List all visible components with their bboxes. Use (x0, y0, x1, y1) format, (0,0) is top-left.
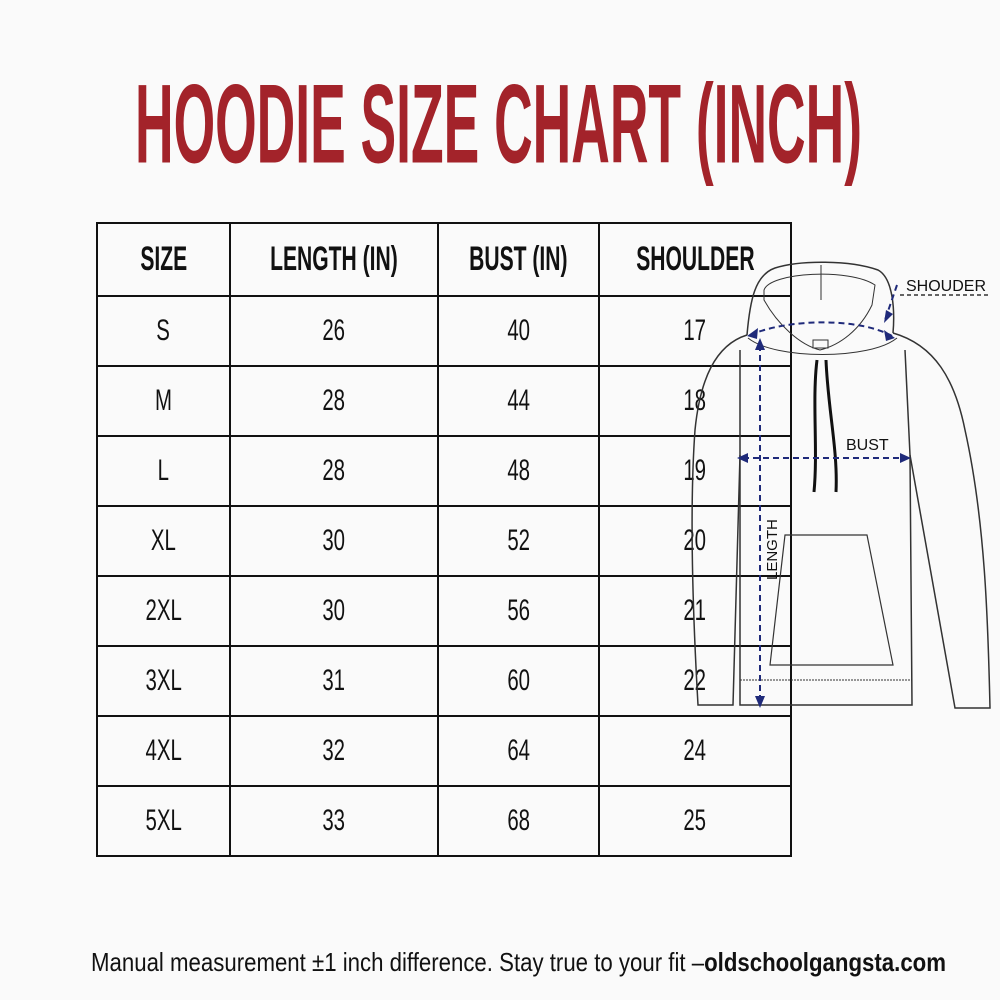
table-cell: 56 (436, 575, 600, 647)
column-header: SHOULDER (635, 240, 755, 278)
hoodie-diagram: SHOUDER BUST LENGTH (691, 261, 991, 709)
website-link[interactable]: oldschoolgangsta.com (704, 947, 946, 977)
cell-value: 24 (683, 734, 707, 767)
page-title: HOODIE SIZE CHART (INCH) (135, 61, 862, 187)
arrow-heads (737, 310, 911, 708)
table-cell: 28 (229, 435, 439, 507)
cell-value: 40 (506, 314, 530, 347)
cell-value: 56 (506, 594, 530, 627)
cell-value: 26 (322, 314, 346, 347)
cell-value: S (156, 314, 171, 347)
table-cell: SHOULDER (597, 222, 793, 297)
table-cell: 2XL (96, 575, 231, 647)
table-cell: 52 (436, 505, 600, 577)
cell-value: 52 (506, 524, 530, 557)
table-cell: BUST (IN) (436, 222, 600, 297)
cell-value: 20 (683, 524, 707, 557)
body-outline (739, 349, 913, 706)
table-cell: 30 (229, 575, 439, 647)
cell-value: 17 (683, 314, 707, 347)
bust-label: BUST (846, 437, 889, 454)
cell-value: 44 (506, 384, 530, 417)
cell-value: 22 (683, 664, 707, 697)
column-header: LENGTH (IN) (270, 240, 398, 278)
table-cell: L (96, 435, 231, 507)
table-cell: M (96, 365, 231, 437)
cell-value: 60 (506, 664, 530, 697)
table-cell: 24 (597, 715, 793, 787)
cell-value: 32 (322, 734, 346, 767)
left-sleeve (691, 334, 748, 706)
length-label: LENGTH (764, 519, 781, 580)
table-cell: 60 (436, 645, 600, 717)
hood-inner (763, 273, 876, 351)
cell-value: 68 (506, 804, 530, 837)
cell-value: 30 (322, 594, 346, 627)
cell-value: XL (151, 524, 176, 557)
table-cell: 4XL (96, 715, 231, 787)
table-row: 5XL 33 68 25 (96, 785, 793, 857)
cell-value: 5XL (145, 804, 182, 837)
table-cell: 64 (436, 715, 600, 787)
table-row: S 26 40 17 (96, 295, 793, 367)
cell-value: 28 (322, 384, 346, 417)
table-cell: 44 (436, 365, 600, 437)
table-cell: 48 (436, 435, 600, 507)
pocket (769, 534, 894, 666)
column-header: SIZE (140, 240, 187, 278)
table-cell: 28 (229, 365, 439, 437)
shoulder-label: SHOUDER (906, 278, 986, 295)
cell-value: 4XL (145, 734, 182, 767)
table-cell: 26 (229, 295, 439, 367)
cell-value: 19 (683, 454, 707, 487)
cell-value: M (155, 384, 172, 417)
cell-value: 33 (322, 804, 346, 837)
right-sleeve (892, 332, 991, 709)
footer-text: Manual measurement ±1 inch difference. S… (91, 947, 705, 977)
cell-value: 28 (322, 454, 346, 487)
table-cell: LENGTH (IN) (229, 222, 439, 297)
table-cell: 68 (436, 785, 600, 857)
cell-value: 31 (322, 664, 346, 697)
cell-value: 21 (683, 594, 707, 627)
table-cell: 40 (436, 295, 600, 367)
table-header-row: SIZE LENGTH (IN) BUST (IN) SHOULDER (96, 222, 793, 297)
cell-value: 48 (506, 454, 530, 487)
table-cell: 30 (229, 505, 439, 577)
table-cell: 33 (229, 785, 439, 857)
table-cell: SIZE (96, 222, 231, 297)
cell-value: 18 (683, 384, 707, 417)
cell-value: 30 (322, 524, 346, 557)
cell-value: 2XL (145, 594, 182, 627)
table-cell: 5XL (96, 785, 231, 857)
table-row: 4XL 32 64 24 (96, 715, 793, 787)
cell-value: 3XL (145, 664, 182, 697)
table-cell: XL (96, 505, 231, 577)
table-cell: 32 (229, 715, 439, 787)
drawstrings (812, 359, 838, 493)
table-cell: S (96, 295, 231, 367)
table-cell: 25 (597, 785, 793, 857)
column-header: BUST (IN) (469, 240, 568, 278)
hood-outline (746, 261, 895, 336)
cell-value: 25 (683, 804, 707, 837)
table-cell: 3XL (96, 645, 231, 717)
cell-value: 64 (506, 734, 530, 767)
footer-note: Manual measurement ±1 inch difference. S… (91, 947, 946, 978)
table-cell: 31 (229, 645, 439, 717)
cell-value: L (157, 454, 170, 487)
